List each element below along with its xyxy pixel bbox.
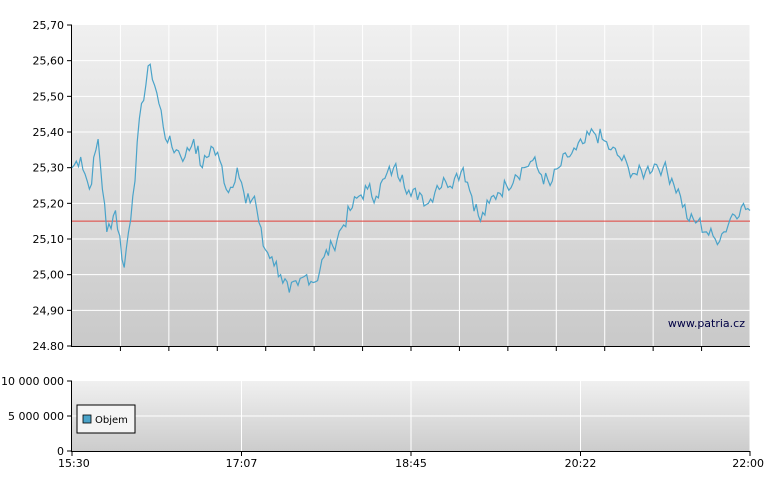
volume-x-tick-label: 15:30 [58,457,90,470]
volume-legend: Objem [76,404,136,434]
price-y-ticks: 25,70 25,60 25,50 25,40 25,30 25,20 25,10 25,00… [33,19,72,353]
price-y-tick-label: 25,40 [33,126,65,139]
legend-swatch [82,414,92,424]
volume-x-tick-label: 20:22 [565,457,597,470]
price-grid [72,25,751,351]
volume-x-tick-label: 17:07 [226,457,258,470]
volume-x-ticks: 15:30 17:07 18:45 20:22 22:00 [58,451,764,470]
price-y-tick-label: 24.80 [33,340,65,353]
price-panel: 25,70 25,60 25,50 25,40 25,30 25,20 25,10 25,00… [33,19,751,353]
volume-x-tick-label: 22:00 [732,457,764,470]
price-y-tick-label: 25,60 [33,55,65,68]
volume-y-ticks: 10 000 000 5 000 000 0 [1,375,72,458]
price-y-tick-label: 25,70 [33,19,65,32]
volume-y-tick-label: 0 [57,445,64,458]
price-y-tick-label: 25,00 [33,269,65,282]
legend-label: Objem [95,415,128,426]
volume-y-tick-label: 5 000 000 [8,410,64,423]
volume-x-tick-label: 18:45 [395,457,427,470]
price-series-line [71,63,751,293]
price-y-tick-label: 25,50 [33,90,65,103]
price-y-tick-label: 25,20 [33,197,65,210]
volume-panel: 10 000 000 5 000 000 0 15:30 17:07 18:45 20:2… [1,375,764,470]
volume-y-tick-label: 10 000 000 [1,375,64,388]
price-y-tick-label: 25,30 [33,162,65,175]
watermark: www.patria.cz [668,317,745,330]
price-y-tick-label: 24,90 [33,304,65,317]
price-y-tick-label: 25,10 [33,233,65,246]
volume-grid [72,381,751,451]
